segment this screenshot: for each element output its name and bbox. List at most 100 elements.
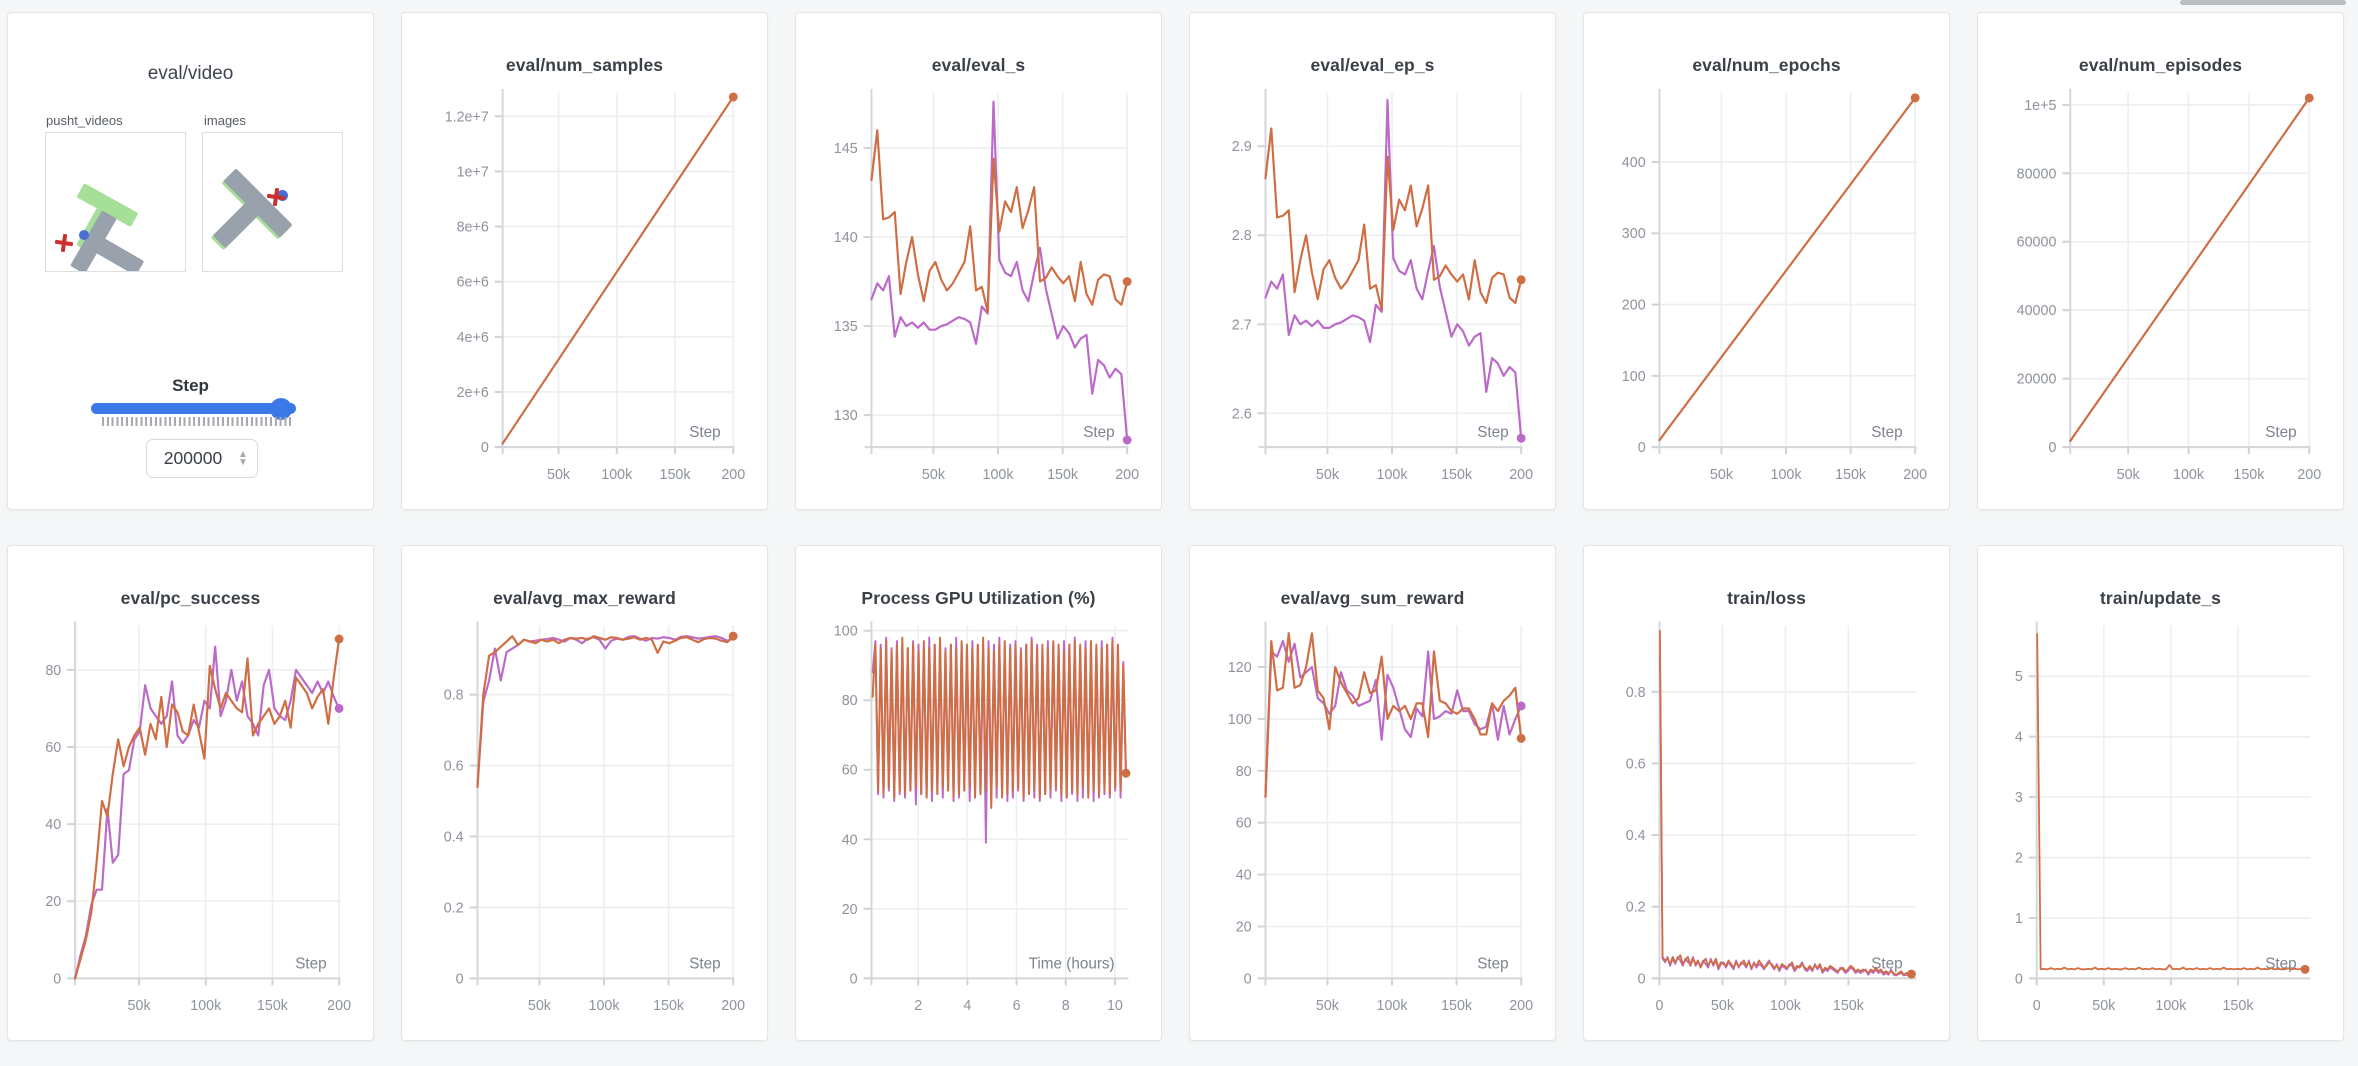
svg-text:150k: 150k [1835,467,1867,483]
svg-text:Step: Step [1871,955,1902,972]
chart-title: eval/num_samples [505,55,664,75]
svg-text:50k: 50k [1316,998,1340,1014]
svg-text:6e+6: 6e+6 [457,275,489,291]
step-slider-label: Step [172,376,209,395]
chart-panel-num-episodes: eval/num_episodes 0 20000 40000 60000 80000 1… [1977,12,2344,510]
svg-text:80: 80 [842,693,858,709]
svg-text:2: 2 [914,998,922,1014]
svg-text:150k: 150k [1047,467,1079,483]
svg-text:100k: 100k [1377,467,1409,483]
image-thumbnail[interactable] [202,132,343,272]
svg-text:4e+6: 4e+6 [457,330,489,346]
svg-text:0.2: 0.2 [444,900,464,916]
svg-text:50k: 50k [922,467,946,483]
video-thumbnail-pusht[interactable] [45,132,186,272]
svg-text:100k: 100k [2173,467,2205,483]
chart-canvas[interactable]: 0 2e+6 4e+6 6e+6 8e+6 1e+7 1.2e+7 50k 100k 150k 20… [402,13,767,509]
svg-text:0.4: 0.4 [444,829,464,845]
svg-text:0: 0 [481,440,489,456]
agent-dot-marker [79,230,89,240]
svg-text:150k: 150k [1441,467,1473,483]
svg-text:20: 20 [842,902,858,918]
media-key-pusht-videos: pusht_videos [46,113,123,128]
svg-text:0: 0 [1638,971,1646,987]
chart-title: eval/num_epochs [1692,55,1841,75]
chart-canvas[interactable]: 0 20 40 60 80 100 120 50k 100k 150k 200 Step [1190,546,1555,1040]
svg-text:8: 8 [1062,998,1070,1014]
chart-title: eval/pc_success [120,588,261,608]
chart-canvas[interactable]: 130 135 140 145 50k 100k 150k 200 Step [796,13,1161,509]
svg-text:100k: 100k [589,998,621,1014]
svg-text:80: 80 [1236,764,1252,780]
svg-text:50k: 50k [128,998,152,1014]
chart-title: Process GPU Utilization (%) [861,588,1096,608]
svg-text:Step: Step [295,955,326,972]
svg-text:100k: 100k [1770,998,1802,1014]
svg-text:40: 40 [842,832,858,848]
svg-text:150k: 150k [2222,998,2254,1014]
t-block-shape-gray [203,168,293,270]
chart-panel-num-samples: eval/num_samples 0 2e+6 4e+6 6e+6 8e+6 1e+7 1.… [401,12,768,510]
chart-canvas[interactable]: 0 20 40 60 80 100 2 4 6 8 10 Time (hours) [796,546,1161,1040]
panel-grid: eval/video pusht_videos images [0,0,2358,1041]
svg-text:200: 200 [327,998,351,1014]
svg-text:100k: 100k [1377,998,1409,1014]
stepper-icons[interactable]: ▲ ▼ [236,443,250,475]
svg-text:2e+6: 2e+6 [457,385,489,401]
svg-text:150k: 150k [2233,467,2265,483]
svg-text:200: 200 [1115,467,1139,483]
slider-thumb[interactable] [270,398,292,420]
chart-panel-train-update-s: train/update_s 0 1 2 3 4 5 0 50k 100k 150k Step [1977,545,2344,1041]
svg-text:60: 60 [1236,816,1252,832]
chart-title: eval/num_episodes [2078,55,2243,75]
svg-text:0: 0 [2033,998,2041,1014]
stepper-up-icon[interactable]: ▲ [238,449,248,460]
step-value-input[interactable] [146,439,258,478]
svg-text:1: 1 [2015,911,2023,927]
svg-text:50k: 50k [2117,467,2141,483]
chart-title: train/loss [1727,588,1806,608]
svg-text:150k: 150k [660,467,692,483]
svg-text:200: 200 [1509,467,1533,483]
svg-text:Step: Step [2265,424,2296,441]
svg-text:0: 0 [850,971,858,987]
svg-text:2.7: 2.7 [1232,317,1252,333]
media-panel-title: eval/video [147,63,234,84]
svg-text:150k: 150k [257,998,289,1014]
svg-text:50k: 50k [1316,467,1340,483]
svg-text:0.6: 0.6 [1626,756,1646,772]
svg-text:200: 200 [1622,297,1646,313]
svg-text:100: 100 [1228,712,1252,728]
svg-text:100k: 100k [2155,998,2187,1014]
chart-canvas[interactable]: 2.6 2.7 2.8 2.9 50k 100k 150k 200 Step [1190,13,1555,509]
chart-canvas[interactable]: 0 20 40 60 80 50k 100k 150k 200 Step [8,546,373,1040]
svg-text:10: 10 [1107,998,1123,1014]
chart-canvas[interactable]: 0 0.2 0.4 0.6 0.8 0 50k 100k 150k Step [1584,546,1949,1040]
svg-text:150k: 150k [1833,998,1865,1014]
svg-text:1e+7: 1e+7 [457,164,489,180]
chart-canvas[interactable]: 0 100 200 300 400 50k 100k 150k 200 Step [1584,13,1949,509]
svg-text:100k: 100k [601,467,633,483]
chart-canvas[interactable]: 0 0.2 0.4 0.6 0.8 50k 100k 150k 200 Step [402,546,767,1040]
svg-text:50k: 50k [528,998,552,1014]
chart-title: eval/eval_ep_s [1310,55,1435,75]
svg-text:40: 40 [1236,868,1252,884]
svg-text:2.9: 2.9 [1232,139,1252,155]
chart-panel-train-loss: train/loss 0 0.2 0.4 0.6 0.8 0 50k 100k 150k Step [1583,545,1950,1041]
chart-title: eval/avg_sum_reward [1280,588,1465,608]
svg-text:135: 135 [834,319,858,335]
svg-text:40: 40 [45,817,61,833]
chart-canvas[interactable]: 0 20000 40000 60000 80000 1e+5 50k 100k 150k 200 S… [1978,13,2343,509]
svg-text:60: 60 [842,763,858,779]
chart-panel-num-epochs: eval/num_epochs 0 100 200 300 400 50k 100k 150k… [1583,12,1950,510]
svg-text:6: 6 [1013,998,1021,1014]
svg-text:200: 200 [1509,998,1533,1014]
horizontal-scrollbar-thumb[interactable] [2180,0,2346,5]
svg-text:150k: 150k [653,998,685,1014]
stepper-down-icon[interactable]: ▼ [238,457,248,468]
chart-panel-gpu-utilization: Process GPU Utilization (%) 0 20 40 60 80 100… [795,545,1162,1041]
svg-text:1e+5: 1e+5 [2024,98,2056,114]
step-slider-track[interactable] [91,403,296,414]
svg-text:100: 100 [834,624,858,640]
